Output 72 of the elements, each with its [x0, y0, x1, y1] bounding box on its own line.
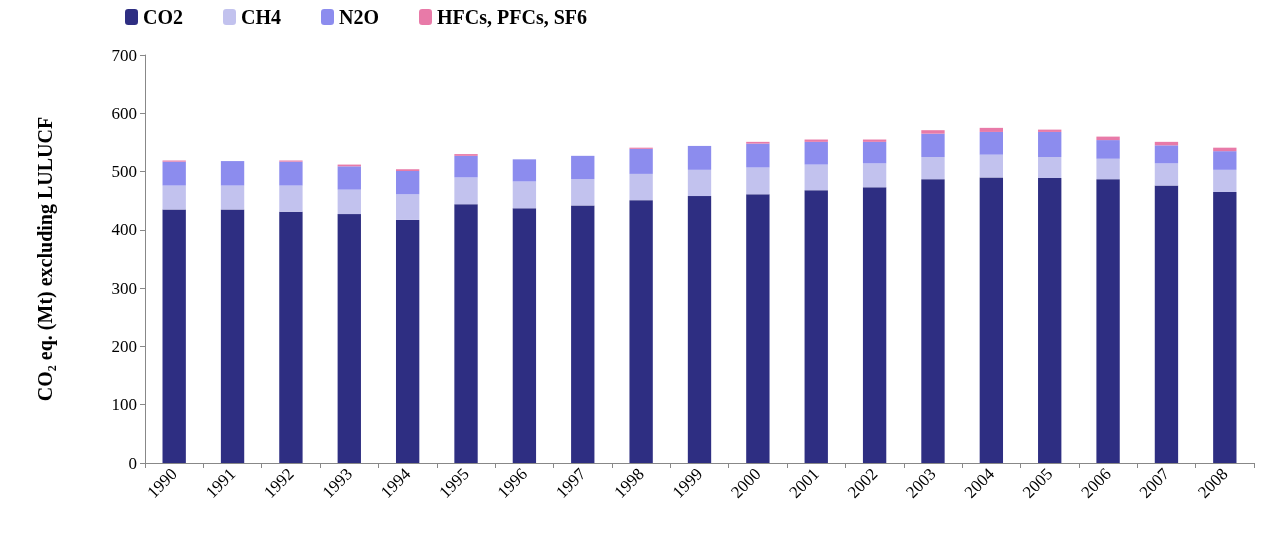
bar [220, 209, 245, 463]
bar [1096, 179, 1120, 463]
bar [921, 130, 945, 134]
bar [220, 185, 245, 210]
bar [279, 211, 303, 463]
bar [862, 141, 887, 164]
bar [1096, 140, 1120, 159]
legend-label: CH4 [241, 6, 281, 28]
bar [1154, 145, 1179, 164]
bar [162, 161, 186, 186]
bar [862, 163, 887, 188]
bar [979, 154, 1004, 178]
bar [687, 169, 712, 197]
bar [512, 159, 537, 182]
bar [162, 185, 186, 210]
bar [687, 145, 712, 170]
bar [862, 187, 887, 463]
bar [220, 161, 245, 186]
y-tick-label: 0 [128, 453, 137, 473]
bar [512, 181, 537, 209]
bar [1154, 163, 1179, 186]
bar [454, 177, 478, 205]
bar [746, 143, 770, 168]
bar [395, 194, 420, 220]
y-tick-label: 400 [111, 220, 137, 240]
bar [921, 133, 945, 157]
bar [337, 214, 361, 463]
y-tick-label: 300 [111, 278, 137, 298]
bar [454, 155, 478, 178]
bar [746, 167, 770, 195]
bar [279, 161, 303, 186]
bar [629, 200, 653, 463]
bar [804, 190, 828, 463]
y-tick-label: 100 [111, 395, 137, 415]
bar [804, 164, 828, 191]
bar [1213, 169, 1237, 192]
legend-label: HFCs, PFCs, SF6 [437, 6, 587, 28]
bar [395, 219, 420, 463]
bar [979, 131, 1004, 155]
bar [629, 148, 653, 174]
bar [279, 185, 303, 212]
bar [687, 196, 712, 463]
bar [162, 209, 186, 463]
bar [1096, 158, 1120, 180]
bar [1213, 151, 1237, 170]
bar [337, 166, 361, 190]
bar [454, 204, 478, 463]
bar [571, 155, 595, 180]
bar [1038, 157, 1062, 178]
legend-label: N2O [339, 6, 379, 28]
y-tick-label: 600 [111, 103, 137, 123]
y-tick-label: 700 [111, 45, 137, 65]
bar [1038, 177, 1062, 463]
bar [921, 157, 945, 180]
bar [921, 179, 945, 463]
bar [1213, 191, 1237, 463]
bar [571, 205, 595, 463]
y-tick-label: 200 [111, 336, 137, 356]
bar [979, 177, 1004, 463]
bar [395, 170, 420, 195]
bar [337, 189, 361, 215]
y-tick-label: 500 [111, 162, 137, 182]
bar [804, 141, 828, 165]
bar [571, 179, 595, 206]
legend-label: CO2 [143, 6, 183, 28]
bar [1154, 185, 1179, 463]
bar [512, 208, 537, 463]
bar [1038, 131, 1062, 157]
y-axis-title: CO₂ eq. (Mt) excluding LULUCF [34, 116, 57, 402]
bar [629, 173, 653, 201]
bar [746, 194, 770, 463]
bar [979, 127, 1004, 132]
